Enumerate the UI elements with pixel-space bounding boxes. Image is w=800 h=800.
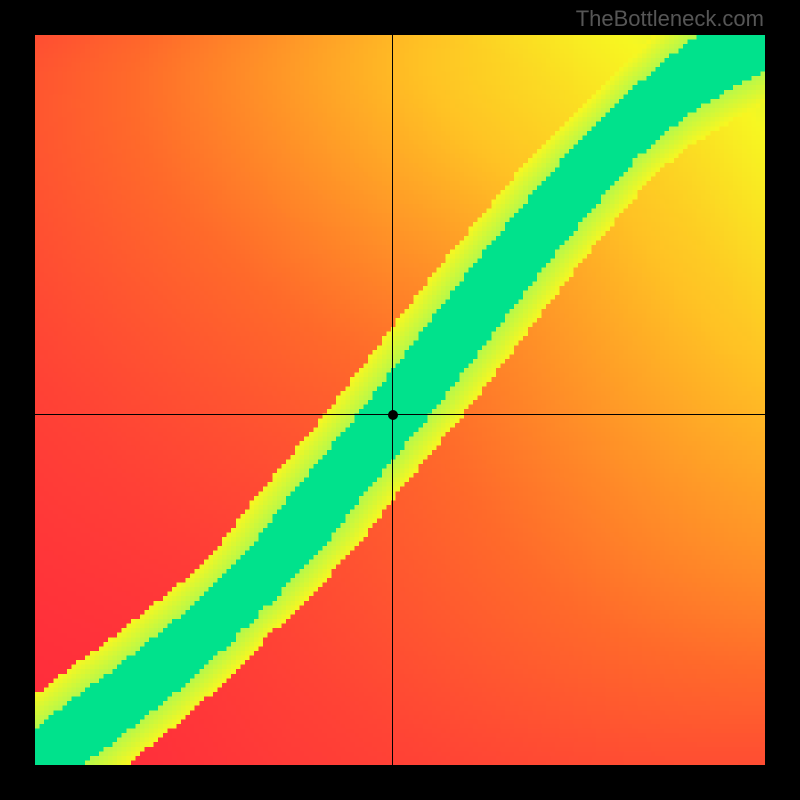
bottleneck-heatmap [35, 35, 765, 765]
plot-area [35, 35, 765, 765]
crosshair-vertical [392, 35, 393, 765]
page-frame: TheBottleneck.com [0, 0, 800, 800]
crosshair-horizontal [35, 414, 765, 415]
watermark-text: TheBottleneck.com [576, 6, 764, 32]
crosshair-marker [388, 410, 398, 420]
